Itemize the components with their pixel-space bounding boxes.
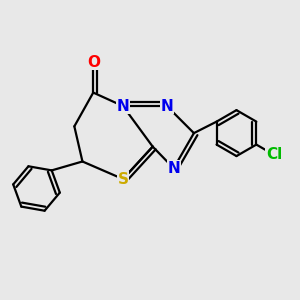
Text: N: N	[160, 99, 173, 114]
Text: S: S	[118, 172, 128, 187]
Text: O: O	[87, 55, 100, 70]
Text: Cl: Cl	[266, 147, 282, 162]
Text: N: N	[167, 161, 180, 176]
Text: N: N	[117, 99, 129, 114]
